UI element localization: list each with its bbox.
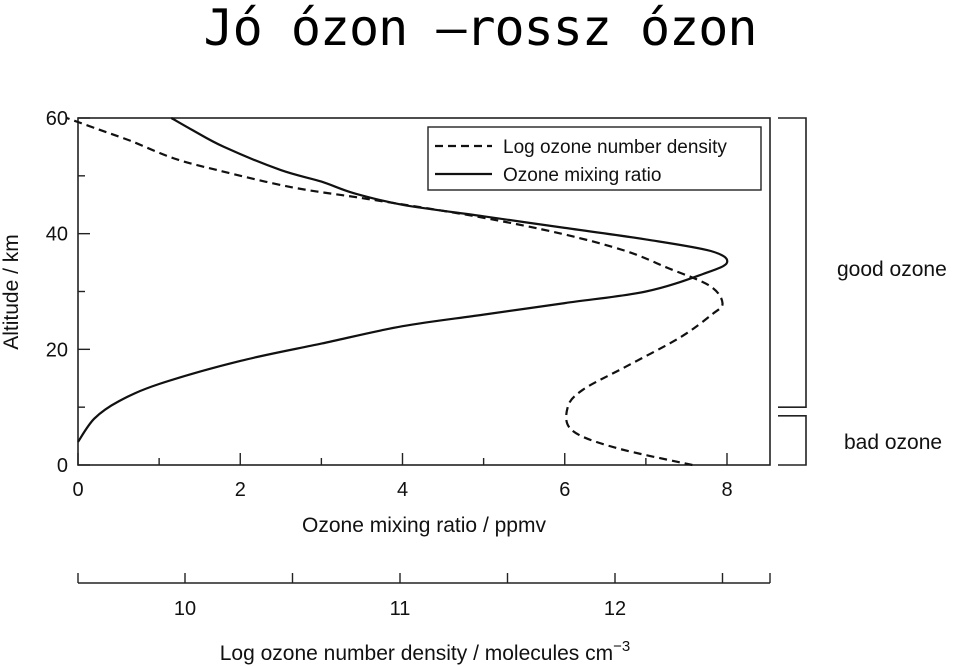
x-axis-ticks: 0 2 4 6 8 <box>72 453 733 501</box>
secondary-x-axis-label-superscript: −3 <box>613 638 630 655</box>
bracket-label: good ozone <box>837 258 947 281</box>
x-tick-label: 4 <box>397 479 408 501</box>
secondary-tick-label: 11 <box>390 598 411 620</box>
secondary-x-axis-label: Log ozone number density / molecules cm−… <box>220 638 630 665</box>
y-axis-label: Altitude / km <box>0 234 23 350</box>
series-layer <box>66 116 729 467</box>
x-axis-label: Ozone mixing ratio / ppmv <box>302 514 546 537</box>
y-tick-label: 0 <box>57 455 68 477</box>
secondary-tick-label: 10 <box>174 598 196 620</box>
series-line-log-density <box>66 116 724 467</box>
y-tick-label: 20 <box>46 339 68 361</box>
legend-entry-label: Ozone mixing ratio <box>503 165 661 186</box>
secondary-x-axis: 10 11 12 <box>77 573 771 620</box>
secondary-x-axis-label-main: Log ozone number density / molecules cm <box>220 642 613 665</box>
legend-entry-label: Log ozone number density <box>503 137 727 158</box>
x-tick-label: 6 <box>559 479 570 501</box>
x-tick-label: 0 <box>72 479 83 501</box>
x-tick-label: 8 <box>721 479 732 501</box>
altitude-brackets: good ozone bad ozone <box>778 117 947 466</box>
slide-title: Jó ózon –rossz ózon <box>203 0 758 57</box>
legend-box <box>427 126 762 191</box>
x-tick-label: 2 <box>235 479 246 501</box>
y-tick-label: 60 <box>46 108 68 130</box>
bracket-good <box>778 117 807 408</box>
legend: Log ozone number density Ozone mixing rat… <box>427 126 762 191</box>
secondary-tick-label: 12 <box>604 598 626 620</box>
bracket-bad <box>778 415 807 466</box>
y-tick-label: 40 <box>46 224 68 246</box>
bracket-label: bad ozone <box>844 431 942 454</box>
y-axis-ticks: 0 20 40 60 <box>46 108 90 477</box>
series-line-mixing-ratio <box>77 117 729 443</box>
